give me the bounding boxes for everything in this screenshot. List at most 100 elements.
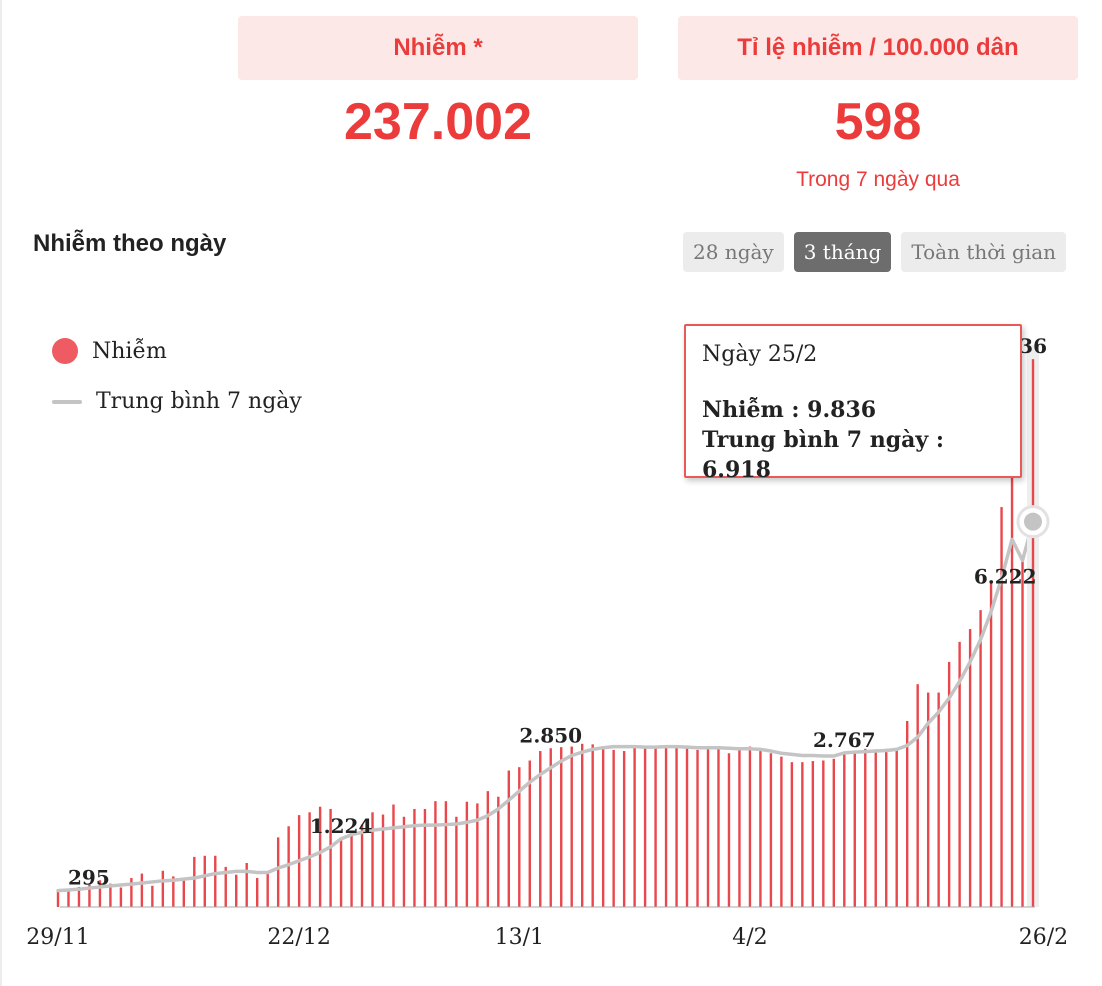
infection-bar[interactable]: [989, 582, 993, 907]
infection-bar[interactable]: [130, 878, 133, 907]
infection-bar[interactable]: [643, 748, 647, 907]
infection-bar[interactable]: [528, 760, 531, 907]
infection-bar[interactable]: [235, 874, 238, 907]
infection-bar[interactable]: [717, 749, 720, 907]
infection-bar[interactable]: [56, 890, 60, 907]
infection-bar[interactable]: [182, 878, 186, 907]
hover-point[interactable]: [1024, 512, 1042, 531]
infection-bar[interactable]: [119, 887, 123, 908]
infection-bar[interactable]: [780, 756, 783, 907]
infection-bar[interactable]: [843, 752, 846, 907]
infection-bar[interactable]: [916, 684, 919, 907]
infection-bar[interactable]: [434, 801, 437, 907]
infection-bar[interactable]: [329, 808, 332, 907]
infection-bar[interactable]: [465, 801, 469, 907]
infection-bar[interactable]: [497, 796, 500, 907]
infection-bar[interactable]: [685, 745, 689, 907]
infection-bar[interactable]: [570, 746, 573, 907]
infection-bar[interactable]: [947, 661, 951, 907]
infection-bar[interactable]: [371, 812, 374, 907]
infection-bar[interactable]: [580, 743, 584, 907]
infection-bar[interactable]: [392, 804, 395, 907]
infection-bar[interactable]: [874, 749, 877, 907]
infection-bar[interactable]: [140, 873, 144, 907]
infection-bar[interactable]: [769, 753, 773, 907]
infection-bar[interactable]: [790, 762, 794, 907]
infection-bar[interactable]: [979, 610, 982, 907]
infection-bar[interactable]: [402, 816, 406, 907]
infection-bar[interactable]: [476, 803, 479, 907]
infection-bar[interactable]: [413, 808, 416, 907]
infection-bar[interactable]: [601, 748, 605, 907]
infection-bar[interactable]: [287, 826, 290, 907]
infection-bar[interactable]: [1010, 461, 1014, 907]
infection-bar[interactable]: [822, 760, 825, 907]
infection-bar[interactable]: [759, 751, 762, 907]
infection-bar[interactable]: [811, 761, 815, 907]
infection-bar[interactable]: [539, 751, 542, 907]
infection-bar[interactable]: [664, 746, 668, 907]
infection-bar[interactable]: [308, 812, 311, 907]
infection-bar[interactable]: [832, 758, 836, 907]
infection-bar[interactable]: [748, 746, 752, 907]
infection-bar[interactable]: [266, 873, 269, 907]
infection-bar[interactable]: [224, 866, 227, 907]
infection-bar[interactable]: [109, 883, 112, 907]
infection-bar[interactable]: [455, 816, 458, 907]
infection-bar[interactable]: [193, 856, 196, 907]
infection-bar[interactable]: [885, 748, 888, 907]
infection-bar[interactable]: [706, 747, 710, 907]
infection-bar[interactable]: [958, 641, 961, 907]
infection-bar[interactable]: [214, 855, 217, 907]
infection-bar[interactable]: [622, 751, 626, 907]
infection-bar[interactable]: [1031, 359, 1035, 907]
infection-bar[interactable]: [350, 831, 353, 907]
infection-bar[interactable]: [518, 767, 521, 907]
infection-bar[interactable]: [591, 744, 594, 907]
infection-bar[interactable]: [318, 806, 322, 907]
infection-bar[interactable]: [633, 747, 636, 907]
infection-bar[interactable]: [696, 749, 699, 907]
legend-infections[interactable]: Nhiễm: [52, 338, 167, 364]
infection-bar[interactable]: [727, 753, 731, 907]
infection-bar[interactable]: [654, 745, 657, 907]
tab-28-days[interactable]: 28 ngày: [683, 232, 784, 272]
infection-bar[interactable]: [381, 814, 385, 907]
infection-bar[interactable]: [853, 750, 856, 907]
infection-bar[interactable]: [937, 692, 940, 907]
tab-3-months[interactable]: 3 tháng: [793, 232, 892, 272]
infection-bar[interactable]: [423, 808, 427, 907]
infection-bar[interactable]: [1000, 507, 1003, 907]
infection-bar[interactable]: [926, 692, 930, 907]
infection-bar[interactable]: [255, 878, 259, 907]
infection-bar[interactable]: [864, 748, 867, 907]
infection-bar[interactable]: [486, 791, 490, 907]
infection-bar[interactable]: [507, 770, 511, 907]
infection-bar[interactable]: [738, 749, 741, 907]
infection-bar[interactable]: [88, 884, 91, 907]
infection-bar[interactable]: [895, 748, 898, 907]
infection-bar[interactable]: [444, 801, 448, 907]
infection-bar[interactable]: [245, 863, 248, 907]
infection-bar[interactable]: [339, 838, 343, 907]
infection-bar[interactable]: [675, 747, 678, 907]
infection-bar[interactable]: [560, 747, 563, 907]
infection-bar[interactable]: [276, 837, 280, 908]
infection-bar[interactable]: [98, 880, 102, 907]
infection-bar[interactable]: [549, 748, 552, 907]
infection-bar[interactable]: [172, 876, 175, 907]
infection-bar[interactable]: [612, 749, 615, 907]
infection-bar[interactable]: [67, 888, 70, 907]
x-tick-label: 22/12: [267, 925, 330, 950]
infection-bar[interactable]: [1021, 560, 1024, 907]
tab-all-time[interactable]: Toàn thời gian: [901, 232, 1067, 272]
infection-bar[interactable]: [161, 870, 165, 907]
infection-bar[interactable]: [801, 762, 804, 907]
infection-bar[interactable]: [360, 824, 364, 907]
infection-bar[interactable]: [77, 886, 81, 907]
infection-bar[interactable]: [905, 720, 909, 907]
infection-bar[interactable]: [968, 629, 972, 907]
infection-bar[interactable]: [203, 855, 206, 907]
legend-average[interactable]: Trung bình 7 ngày: [52, 389, 302, 414]
infection-bar[interactable]: [151, 885, 154, 907]
